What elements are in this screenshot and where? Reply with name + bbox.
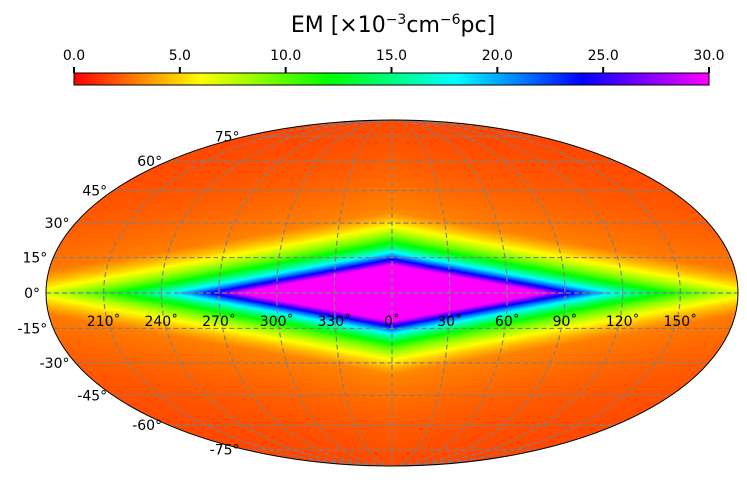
- graticule: [46, 120, 738, 466]
- latitude-label: 30°: [45, 216, 70, 232]
- colorbar-title: EM [×10−3cm−6pc]: [291, 12, 495, 38]
- longitude-label: 0˚: [384, 313, 400, 330]
- longitude-labels: 210˚ 240˚ 270˚ 300˚ 330˚ 0˚ 30˚ 60˚ 90˚ 120˚ 150˚: [87, 313, 697, 330]
- latitude-label: 75°: [215, 129, 240, 145]
- longitude-label: 90˚: [553, 313, 578, 330]
- longitude-label: 330˚: [317, 313, 351, 330]
- longitude-grid-line: [333, 120, 393, 466]
- latitude-label: -60°: [132, 418, 162, 434]
- longitude-label: 240˚: [144, 313, 178, 330]
- longitude-label: 210˚: [87, 313, 121, 330]
- longitude-label: 300˚: [260, 313, 294, 330]
- longitude-grid-line: [391, 120, 566, 466]
- longitude-label: 30˚: [437, 313, 462, 330]
- latitude-label: 15°: [22, 251, 47, 267]
- longitude-label: 270˚: [202, 313, 236, 330]
- latitude-label: -75°: [210, 443, 240, 459]
- latitude-label: -30°: [40, 356, 70, 372]
- colorbar-tick-label: 10.0: [270, 48, 301, 64]
- longitude-grid-line: [391, 120, 508, 466]
- mollweide-map: 75° 60° 45° 30° 15° 0° -15° -30° -45° -60° -75° 21…: [17, 119, 739, 467]
- latitude-label: 45°: [82, 184, 107, 200]
- latitude-label: 0°: [24, 286, 40, 302]
- longitude-grid-line: [391, 120, 624, 466]
- colorbar-tick-label: 5.0: [169, 48, 191, 64]
- latitude-labels: 75° 60° 45° 30° 15° 0° -15° -30° -45° -60° -75°: [17, 129, 239, 458]
- colorbar-tick-label: 15.0: [376, 48, 407, 64]
- longitude-grid-line: [160, 120, 393, 466]
- colorbar-tick-label: 0.0: [63, 48, 85, 64]
- colorbar-tick-label: 20.0: [482, 48, 513, 64]
- longitude-label: 120˚: [606, 313, 640, 330]
- colorbar-ticks: 0.0 5.0 10.0 15.0 20.0 25.0 30.0: [63, 48, 725, 73]
- longitude-grid-line: [218, 120, 393, 466]
- colorbar-tick-label: 25.0: [588, 48, 619, 64]
- latitude-label: -15°: [17, 321, 47, 337]
- colorbar: 0.0 5.0 10.0 15.0 20.0 25.0 30.0: [63, 48, 725, 86]
- map-border: [45, 119, 739, 467]
- longitude-label: 150˚: [663, 313, 697, 330]
- longitude-grid-line: [391, 120, 681, 466]
- longitude-grid-line: [103, 120, 393, 466]
- latitude-label: 60°: [137, 154, 162, 170]
- longitude-grid-line: [276, 120, 393, 466]
- colorbar-bar: [73, 72, 710, 86]
- colorbar-tick-label: 30.0: [693, 48, 724, 64]
- latitude-label: -45°: [77, 388, 107, 404]
- longitude-grid-line: [391, 120, 451, 466]
- longitude-label: 60˚: [495, 313, 520, 330]
